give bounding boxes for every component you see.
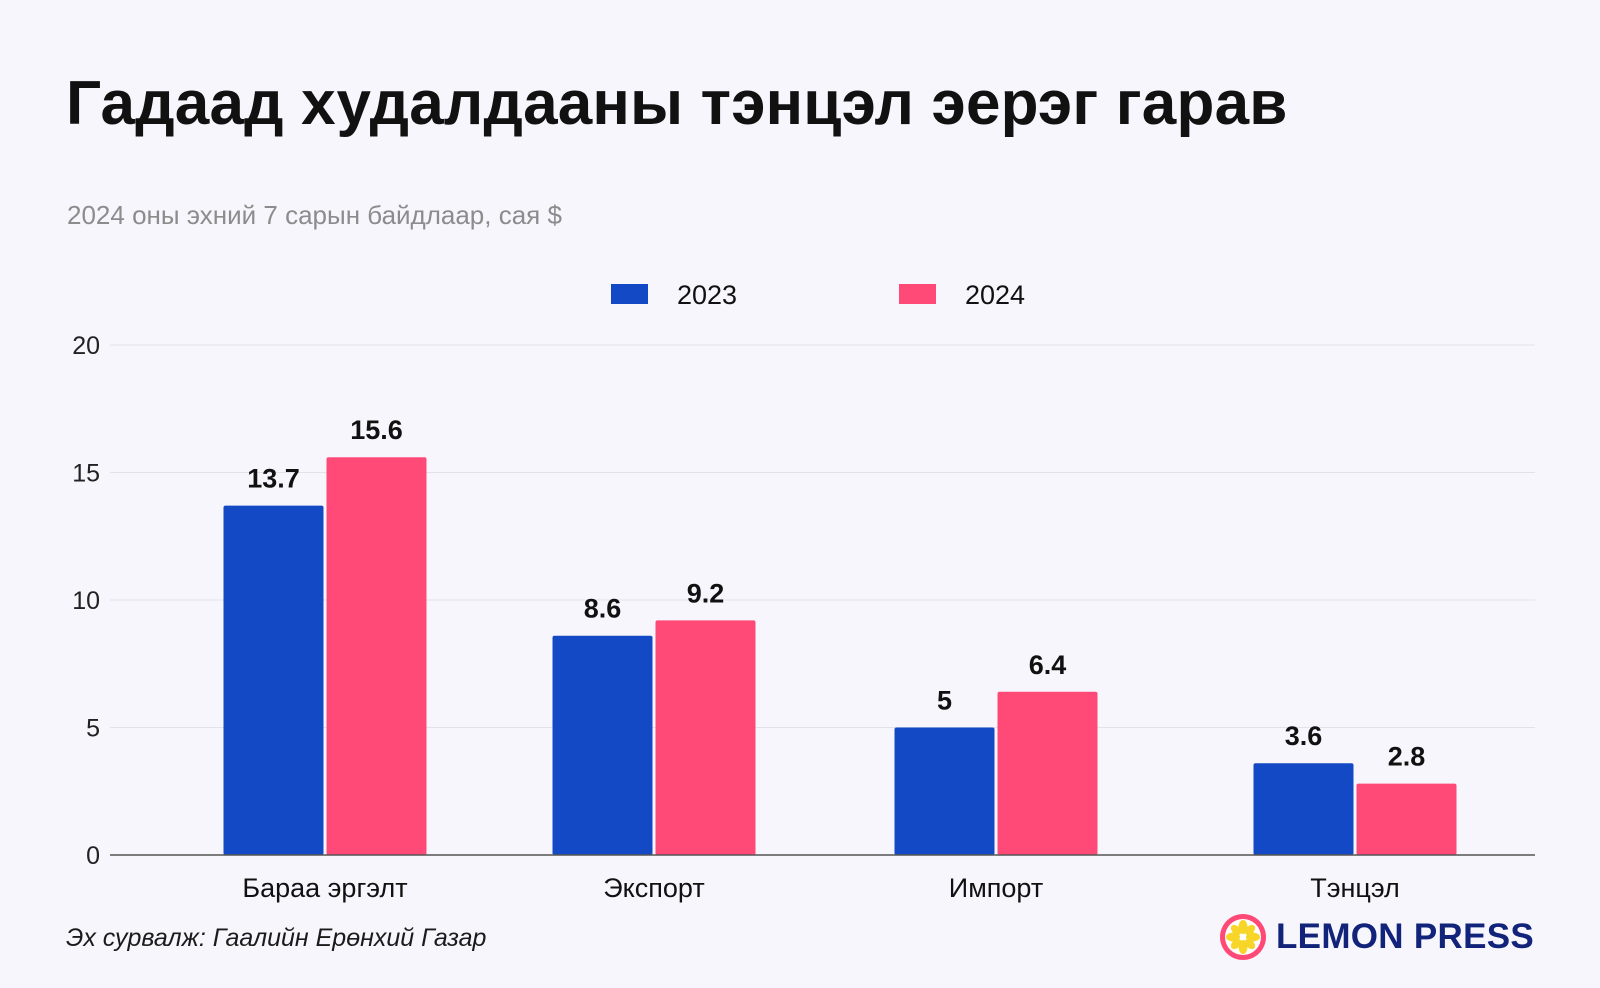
y-tick-label: 20 [72, 332, 100, 360]
x-tick-label: Импорт [949, 873, 1043, 903]
data-label: 13.7 [247, 464, 300, 494]
bar-2023-2 [552, 635, 653, 855]
lemon-press-logo: LEMON PRESS [1218, 912, 1534, 962]
legend-label-2023: 2023 [677, 280, 737, 310]
y-tick-label: 15 [72, 460, 100, 488]
x-tick-label: Бараа эргэлт [242, 873, 407, 903]
data-label: 2.8 [1388, 742, 1426, 772]
chart-subtitle: 2024 оны эхний 7 сарын байдлаар, сая $ [67, 200, 562, 230]
source-note: Эх сурвалж: Гаалийн Ерөнхий Газар [66, 924, 487, 952]
bar-2023-3 [894, 727, 995, 855]
bar-2024-1 [326, 457, 427, 855]
bars [223, 457, 1457, 855]
bar-2024-3 [997, 691, 1098, 855]
y-tick-label: 5 [86, 715, 100, 743]
grid-lines [110, 344, 1535, 728]
data-labels: 13.7 15.6 8.6 9.2 5 6.4 3.6 2.8 [247, 415, 1425, 771]
logo-text: LEMON PRESS [1276, 917, 1535, 956]
data-label: 3.6 [1285, 721, 1323, 751]
legend-label-2024: 2024 [965, 280, 1025, 310]
data-label: 5 [937, 686, 952, 716]
x-tick-label: Экспорт [603, 873, 704, 903]
y-tick-label: 0 [86, 842, 100, 870]
bar-2024-2 [655, 620, 756, 855]
y-tick-label: 10 [72, 587, 100, 615]
bar-2023-1 [223, 505, 324, 855]
x-axis-ticks: Бараа эргэлт Экспорт Импорт Тэнцэл [242, 873, 1399, 903]
data-label: 9.2 [687, 578, 725, 608]
legend: 2023 2024 [611, 280, 1025, 310]
lemon-icon [1220, 914, 1266, 960]
bar-2024-4 [1356, 783, 1457, 855]
chart-title: Гадаад худалдааны тэнцэл эерэг гарав [66, 69, 1288, 138]
data-label: 6.4 [1029, 650, 1067, 680]
data-label: 8.6 [584, 594, 622, 624]
bar-2023-4 [1253, 763, 1354, 855]
y-axis-ticks: 0 5 10 15 20 [72, 332, 100, 870]
legend-swatch-2023 [611, 284, 648, 304]
legend-swatch-2024 [899, 284, 936, 304]
x-tick-label: Тэнцэл [1310, 873, 1400, 903]
data-label: 15.6 [350, 415, 403, 445]
